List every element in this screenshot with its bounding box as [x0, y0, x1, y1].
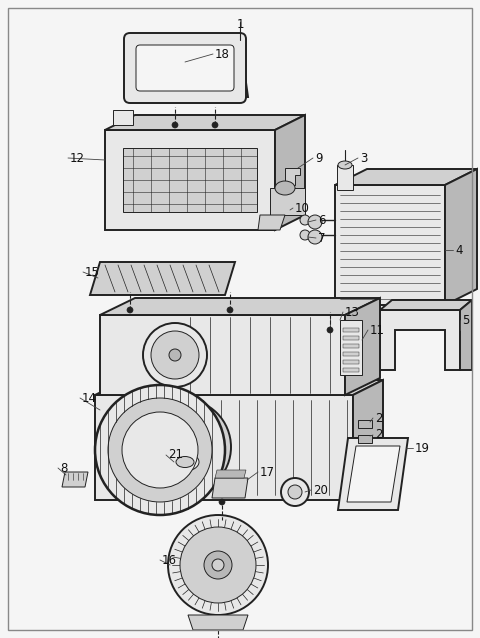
Polygon shape: [460, 300, 472, 370]
Polygon shape: [358, 420, 372, 428]
Circle shape: [281, 478, 309, 506]
Polygon shape: [275, 115, 305, 230]
Bar: [343, 360, 359, 364]
Text: 4: 4: [455, 244, 463, 256]
Text: 6: 6: [318, 214, 325, 226]
FancyBboxPatch shape: [136, 45, 234, 91]
Bar: [343, 344, 359, 348]
Polygon shape: [95, 395, 353, 500]
Polygon shape: [212, 478, 248, 498]
Polygon shape: [347, 446, 400, 502]
Text: 16: 16: [162, 554, 177, 567]
Circle shape: [108, 398, 212, 502]
Circle shape: [122, 412, 198, 488]
Polygon shape: [270, 188, 305, 215]
Circle shape: [127, 307, 133, 313]
Polygon shape: [105, 115, 305, 130]
Circle shape: [308, 230, 322, 244]
Polygon shape: [337, 165, 353, 190]
Polygon shape: [258, 215, 285, 230]
Text: 8: 8: [60, 461, 67, 475]
Text: 17: 17: [260, 466, 275, 478]
Text: 1: 1: [236, 18, 244, 31]
Bar: [343, 336, 359, 340]
Bar: [343, 328, 359, 332]
Circle shape: [135, 399, 231, 495]
Circle shape: [180, 527, 256, 603]
Circle shape: [95, 385, 225, 515]
Text: 14: 14: [82, 392, 97, 404]
Polygon shape: [353, 380, 383, 500]
Polygon shape: [335, 185, 445, 305]
Circle shape: [172, 122, 178, 128]
Circle shape: [288, 485, 302, 499]
Circle shape: [143, 323, 207, 387]
Text: 18: 18: [215, 47, 230, 61]
Polygon shape: [380, 300, 472, 310]
Polygon shape: [130, 39, 248, 97]
Polygon shape: [358, 435, 372, 443]
Polygon shape: [100, 315, 345, 395]
Circle shape: [204, 551, 232, 579]
Circle shape: [168, 515, 268, 615]
Text: 10: 10: [295, 202, 310, 214]
Text: 11: 11: [370, 323, 385, 336]
Circle shape: [308, 215, 322, 229]
Circle shape: [147, 411, 219, 483]
Ellipse shape: [338, 161, 352, 169]
Text: 21: 21: [168, 449, 183, 461]
Text: 13: 13: [345, 306, 360, 318]
Polygon shape: [338, 438, 408, 510]
Ellipse shape: [176, 457, 194, 468]
Ellipse shape: [171, 453, 199, 471]
Circle shape: [227, 307, 233, 313]
Text: 3: 3: [360, 151, 367, 165]
Polygon shape: [130, 39, 240, 97]
Polygon shape: [445, 169, 477, 305]
Text: 2: 2: [375, 412, 383, 424]
Text: 19: 19: [415, 441, 430, 454]
Circle shape: [300, 230, 310, 240]
Circle shape: [219, 499, 225, 505]
Circle shape: [300, 215, 310, 225]
Polygon shape: [90, 262, 235, 295]
Polygon shape: [105, 130, 275, 230]
Polygon shape: [123, 148, 257, 212]
Circle shape: [169, 349, 181, 361]
Text: 5: 5: [462, 313, 469, 327]
Polygon shape: [380, 310, 460, 370]
Polygon shape: [285, 168, 300, 185]
Text: 12: 12: [70, 151, 85, 165]
Circle shape: [327, 327, 333, 333]
Ellipse shape: [275, 181, 295, 195]
Circle shape: [212, 122, 218, 128]
FancyBboxPatch shape: [124, 33, 246, 103]
Polygon shape: [188, 615, 248, 630]
Polygon shape: [345, 298, 380, 395]
Polygon shape: [113, 110, 133, 125]
Text: 9: 9: [315, 151, 323, 165]
Text: 15: 15: [85, 265, 100, 279]
Polygon shape: [335, 169, 477, 185]
Text: 20: 20: [313, 484, 328, 496]
Polygon shape: [215, 470, 246, 478]
Bar: [343, 352, 359, 356]
Circle shape: [151, 331, 199, 379]
Text: 7: 7: [318, 232, 325, 244]
Polygon shape: [62, 472, 88, 487]
Polygon shape: [100, 298, 380, 315]
Bar: [343, 368, 359, 372]
Text: 2: 2: [375, 429, 383, 441]
Circle shape: [212, 559, 224, 571]
Bar: [340, 320, 362, 375]
Polygon shape: [95, 380, 383, 395]
